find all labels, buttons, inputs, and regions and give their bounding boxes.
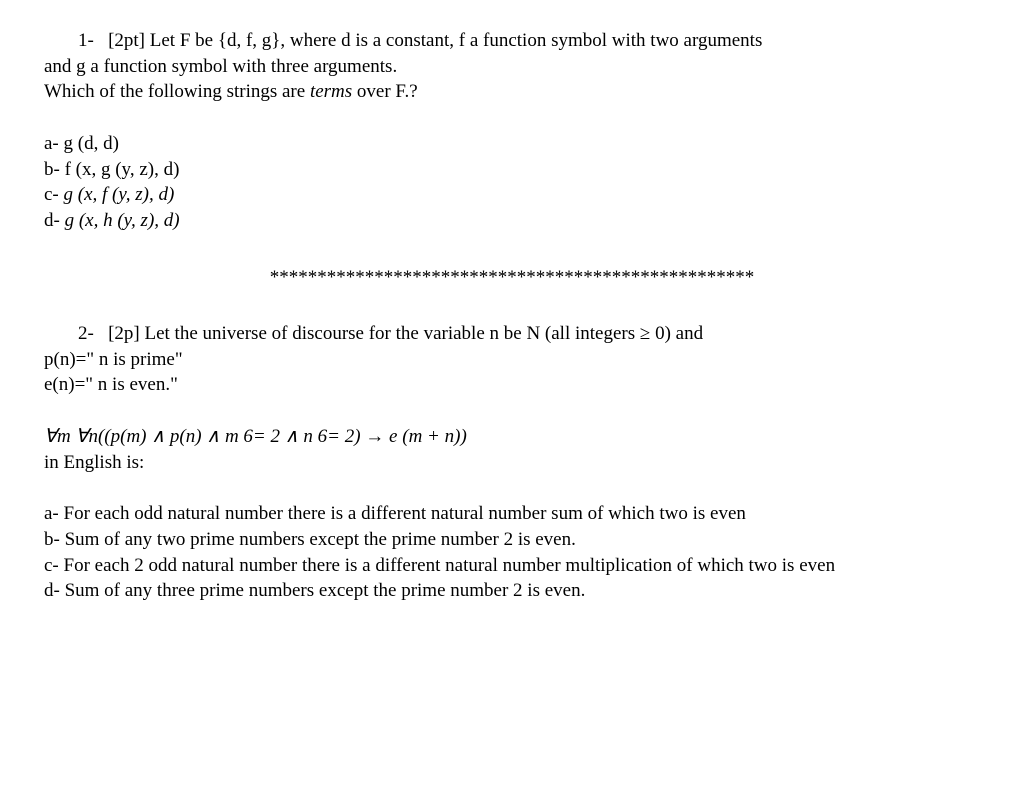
- q1-option-d: d- g (x, h (y, z), d): [44, 208, 980, 234]
- section-divider: ****************************************…: [44, 265, 980, 291]
- q2-number: 2-: [78, 323, 94, 344]
- q1-option-a: a- g (d, d): [44, 131, 980, 157]
- q2-option-c: c- For each 2 odd natural number there i…: [44, 553, 980, 579]
- question-2-formula: ∀m ∀n((p(m) ∧ p(n) ∧ m 6= 2 ∧ n 6= 2) → …: [44, 424, 980, 475]
- q1-option-d-italic: g (x, h (y, z), d): [65, 210, 180, 231]
- q1-l3-pre: Which of the following strings are: [44, 81, 310, 102]
- q1-intro-text1: Let F be {d, f, g}, where d is a constan…: [150, 30, 763, 51]
- q1-option-c-pre: c-: [44, 184, 64, 205]
- question-2-intro: 2- [2p] Let the universe of discourse fo…: [44, 321, 980, 398]
- q2-line1: 2- [2p] Let the universe of discourse fo…: [44, 321, 980, 347]
- q2-formula-l2: in English is:: [44, 450, 980, 476]
- question-1-intro: 1- [2pt] Let F be {d, f, g}, where d is …: [44, 28, 980, 105]
- q2-option-a: a- For each odd natural number there is …: [44, 501, 980, 527]
- q1-option-c: c- g (x, f (y, z), d): [44, 182, 980, 208]
- q1-line2: and g a function symbol with three argum…: [44, 54, 980, 80]
- q2-formula-line: ∀m ∀n((p(m) ∧ p(n) ∧ m 6= 2 ∧ n 6= 2) → …: [44, 424, 980, 450]
- q2-option-d: d- Sum of any three prime numbers except…: [44, 578, 980, 604]
- q1-option-d-pre: d-: [44, 210, 65, 231]
- question-1-options: a- g (d, d) b- f (x, g (y, z), d) c- g (…: [44, 131, 980, 234]
- q1-option-b: b- f (x, g (y, z), d): [44, 157, 980, 183]
- q1-l3-post: over F.?: [352, 81, 418, 102]
- exam-page: 1- [2pt] Let F be {d, f, g}, where d is …: [0, 0, 1024, 604]
- q2-option-b: b- Sum of any two prime numbers except t…: [44, 527, 980, 553]
- q1-line1: 1- [2pt] Let F be {d, f, g}, where d is …: [44, 28, 980, 54]
- q1-points: [2pt]: [108, 30, 145, 51]
- q2-intro-text1: Let the universe of discourse for the va…: [144, 323, 703, 344]
- question-2-options: a- For each odd natural number there is …: [44, 501, 980, 604]
- q1-number: 1-: [78, 30, 94, 51]
- q1-l3-italic: terms: [310, 81, 352, 102]
- q1-line3: Which of the following strings are terms…: [44, 79, 980, 105]
- q2-line3: e(n)=" n is even.": [44, 372, 980, 398]
- q2-points: [2p]: [108, 323, 140, 344]
- q2-line2: p(n)=" n is prime": [44, 347, 980, 373]
- q1-option-c-italic: g (x, f (y, z), d): [64, 184, 175, 205]
